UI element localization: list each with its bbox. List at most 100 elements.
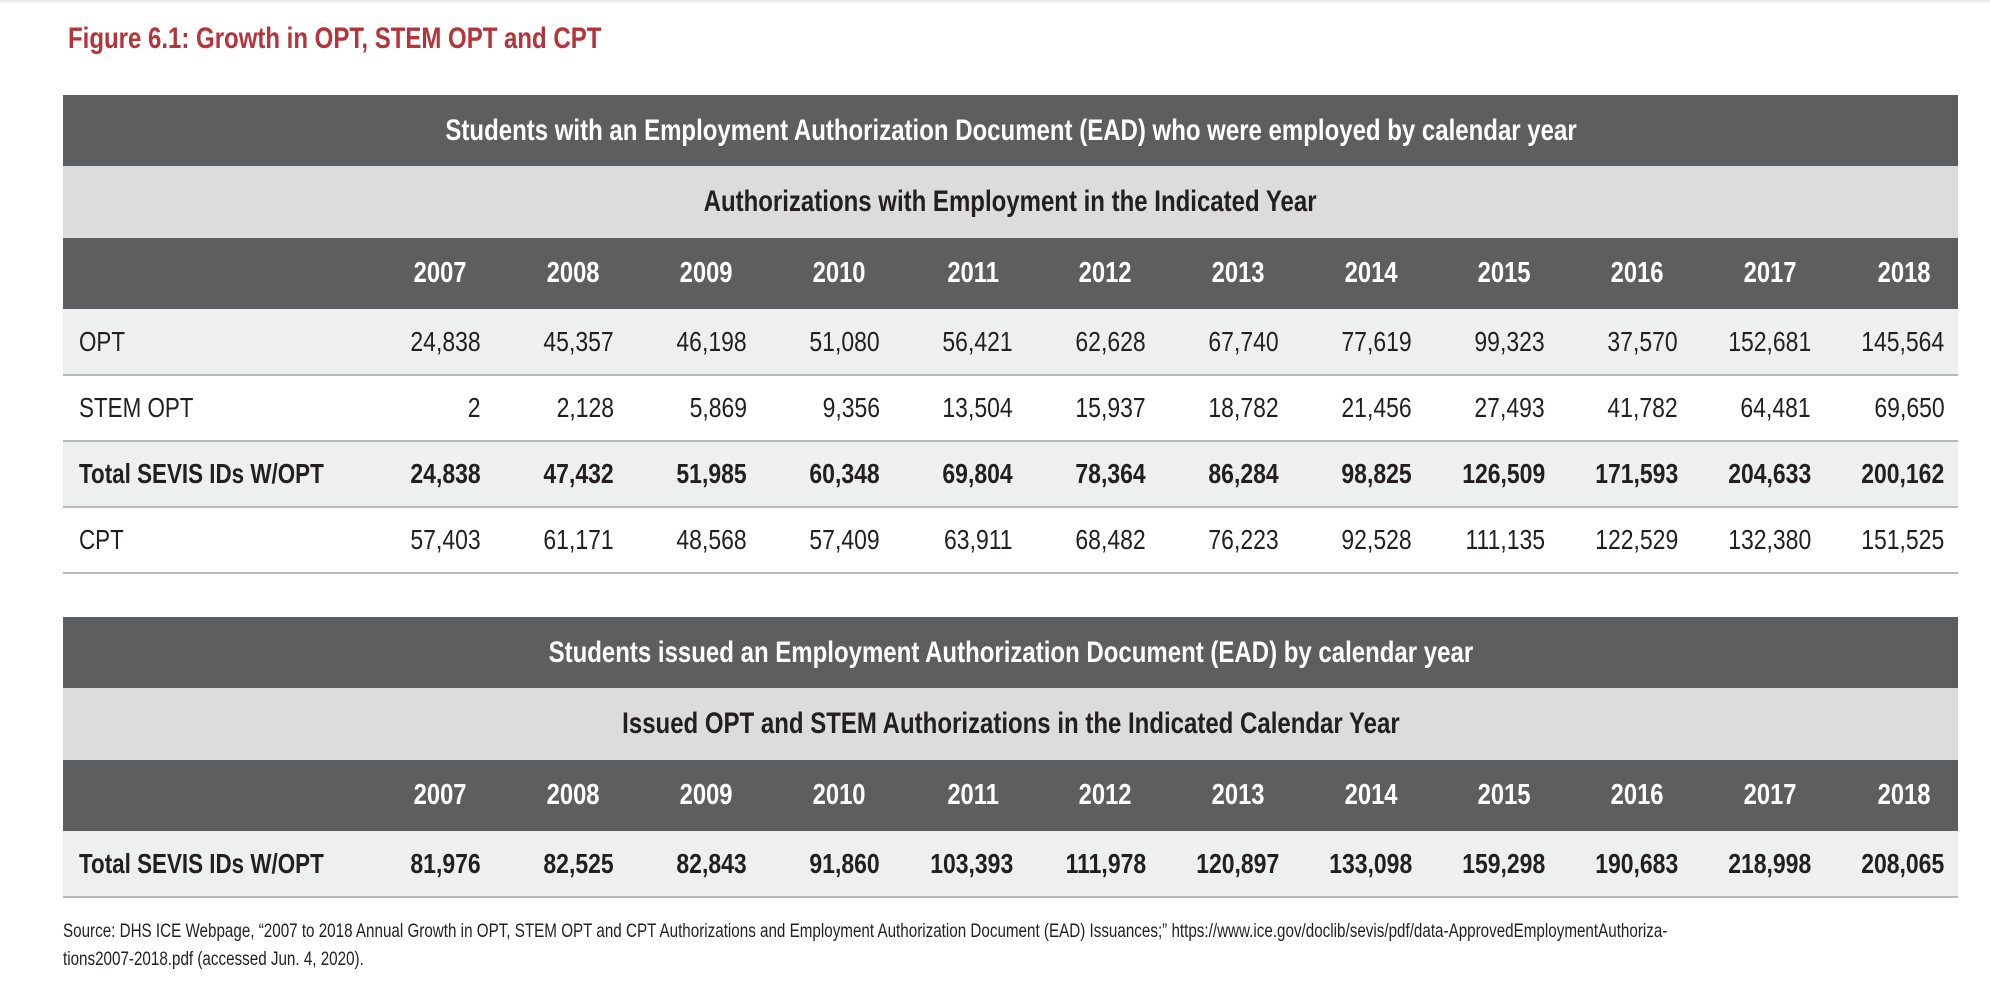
value-cell: 92,528 [1293,507,1426,574]
year-label: 2011 [947,257,999,289]
cell-value: 5,869 [689,392,747,423]
value-cell: 2 [362,375,495,442]
year-header: 2014 [1293,760,1426,831]
year-label: 2016 [1611,257,1664,289]
value-cell: 45,357 [495,309,628,376]
row-label: Total SEVIS IDs W/OPT [79,847,324,879]
cell-value: 41,782 [1607,392,1678,423]
cell-value: 24,838 [410,458,481,489]
value-cell: 41,782 [1559,375,1692,442]
cell-value: 27,493 [1474,392,1545,423]
source-line-2: tions2007-2018.pdf (accessed Jun. 4, 202… [63,949,364,970]
year-label: 2018 [1877,779,1931,811]
row-label-cell: Total SEVIS IDs W/OPT [63,441,362,508]
cell-value: 103,393 [930,847,1013,879]
cell-value: 132,380 [1728,524,1811,555]
year-label: 2015 [1478,257,1531,289]
cell-value: 98,825 [1341,458,1412,489]
cell-value: 122,529 [1595,524,1678,555]
year-label: 2018 [1877,257,1931,289]
value-cell: 69,804 [894,441,1027,508]
year-label: 2013 [1212,779,1265,811]
value-cell: 208,065 [1825,831,1959,898]
value-cell: 77,619 [1293,309,1426,376]
table-row: Total SEVIS IDs W/OPT 81,976 82,525 82,843 9… [63,831,1959,898]
cell-value: 69,650 [1873,392,1945,423]
table-row: OPT 24,838 45,357 46,198 51,080 56,421 62,628 6… [63,309,1959,376]
value-cell: 18,782 [1160,375,1293,442]
value-cell: 24,838 [362,309,495,376]
row-label-header [63,238,362,309]
value-cell: 81,976 [362,831,495,898]
value-cell: 48,568 [628,507,761,574]
year-label: 2013 [1212,257,1265,289]
value-cell: 37,570 [1559,309,1692,376]
cell-value: 86,284 [1208,458,1279,489]
year-header: 2015 [1426,760,1559,831]
value-cell: 68,482 [1027,507,1160,574]
year-header: 2008 [495,760,628,831]
cell-value: 151,525 [1861,524,1945,555]
year-header: 2018 [1825,760,1959,831]
year-header: 2016 [1559,760,1692,831]
row-label: STEM OPT [79,392,194,423]
value-cell: 21,456 [1293,375,1426,442]
value-cell: 67,740 [1160,309,1293,376]
year-label: 2012 [1079,779,1132,811]
year-header: 2018 [1825,238,1959,309]
value-cell: 133,098 [1293,831,1426,898]
top-edge-shadow [0,0,1990,4]
row-label-cell: CPT [63,507,362,574]
year-label: 2014 [1345,779,1398,811]
year-header: 2007 [362,238,495,309]
cell-value: 45,357 [543,325,614,357]
cell-value: 2 [468,392,481,423]
value-cell: 120,897 [1160,831,1293,898]
value-cell: 47,432 [495,441,628,508]
value-cell: 61,171 [495,507,628,574]
year-header: 2010 [761,760,894,831]
year-header: 2008 [495,238,628,309]
row-label-cell: OPT [63,309,362,376]
value-cell: 46,198 [628,309,761,376]
value-cell: 56,421 [894,309,1027,376]
cell-value: 60,348 [809,458,880,489]
value-cell: 132,380 [1692,507,1825,574]
year-label: 2009 [680,257,733,289]
value-cell: 171,593 [1559,441,1692,508]
year-label: 2017 [1744,779,1797,811]
year-header: 2011 [894,238,1027,309]
cell-value: 13,504 [942,392,1013,423]
value-cell: 51,985 [628,441,761,508]
year-header: 2013 [1160,760,1293,831]
table-subtitle-row: Authorizations with Employment in the In… [63,166,1959,238]
year-label: 2010 [813,779,866,811]
row-label: CPT [79,524,124,555]
cell-value: 68,482 [1075,524,1146,555]
value-cell: 57,403 [362,507,495,574]
cell-value: 63,911 [944,524,1013,555]
value-cell: 76,223 [1160,507,1293,574]
year-header: 2017 [1692,760,1825,831]
value-cell: 27,493 [1426,375,1559,442]
cell-value: 57,403 [410,524,481,555]
year-label: 2010 [813,257,866,289]
table-row: Total SEVIS IDs W/OPT 24,838 47,432 51,985 6… [63,441,1959,508]
cell-value: 204,633 [1728,458,1811,489]
value-cell: 82,843 [628,831,761,898]
cell-value: 24,838 [410,325,481,357]
cell-value: 92,528 [1341,524,1412,555]
row-label: Total SEVIS IDs W/OPT [79,458,324,489]
year-label: 2015 [1478,779,1531,811]
cell-value: 208,065 [1861,847,1945,879]
employed-ead-table: Students with an Employment Authorizatio… [63,95,1959,574]
row-label-cell: STEM OPT [63,375,362,442]
value-cell: 99,323 [1426,309,1559,376]
year-header: 2016 [1559,238,1692,309]
value-cell: 86,284 [1160,441,1293,508]
table-subtitle: Authorizations with Employment in the In… [704,185,1318,218]
cell-value: 159,298 [1462,847,1545,879]
figure-title: Figure 6.1: Growth in OPT, STEM OPT and … [68,22,602,55]
cell-value: 81,976 [410,847,481,879]
cell-value: 111,978 [1065,847,1146,879]
